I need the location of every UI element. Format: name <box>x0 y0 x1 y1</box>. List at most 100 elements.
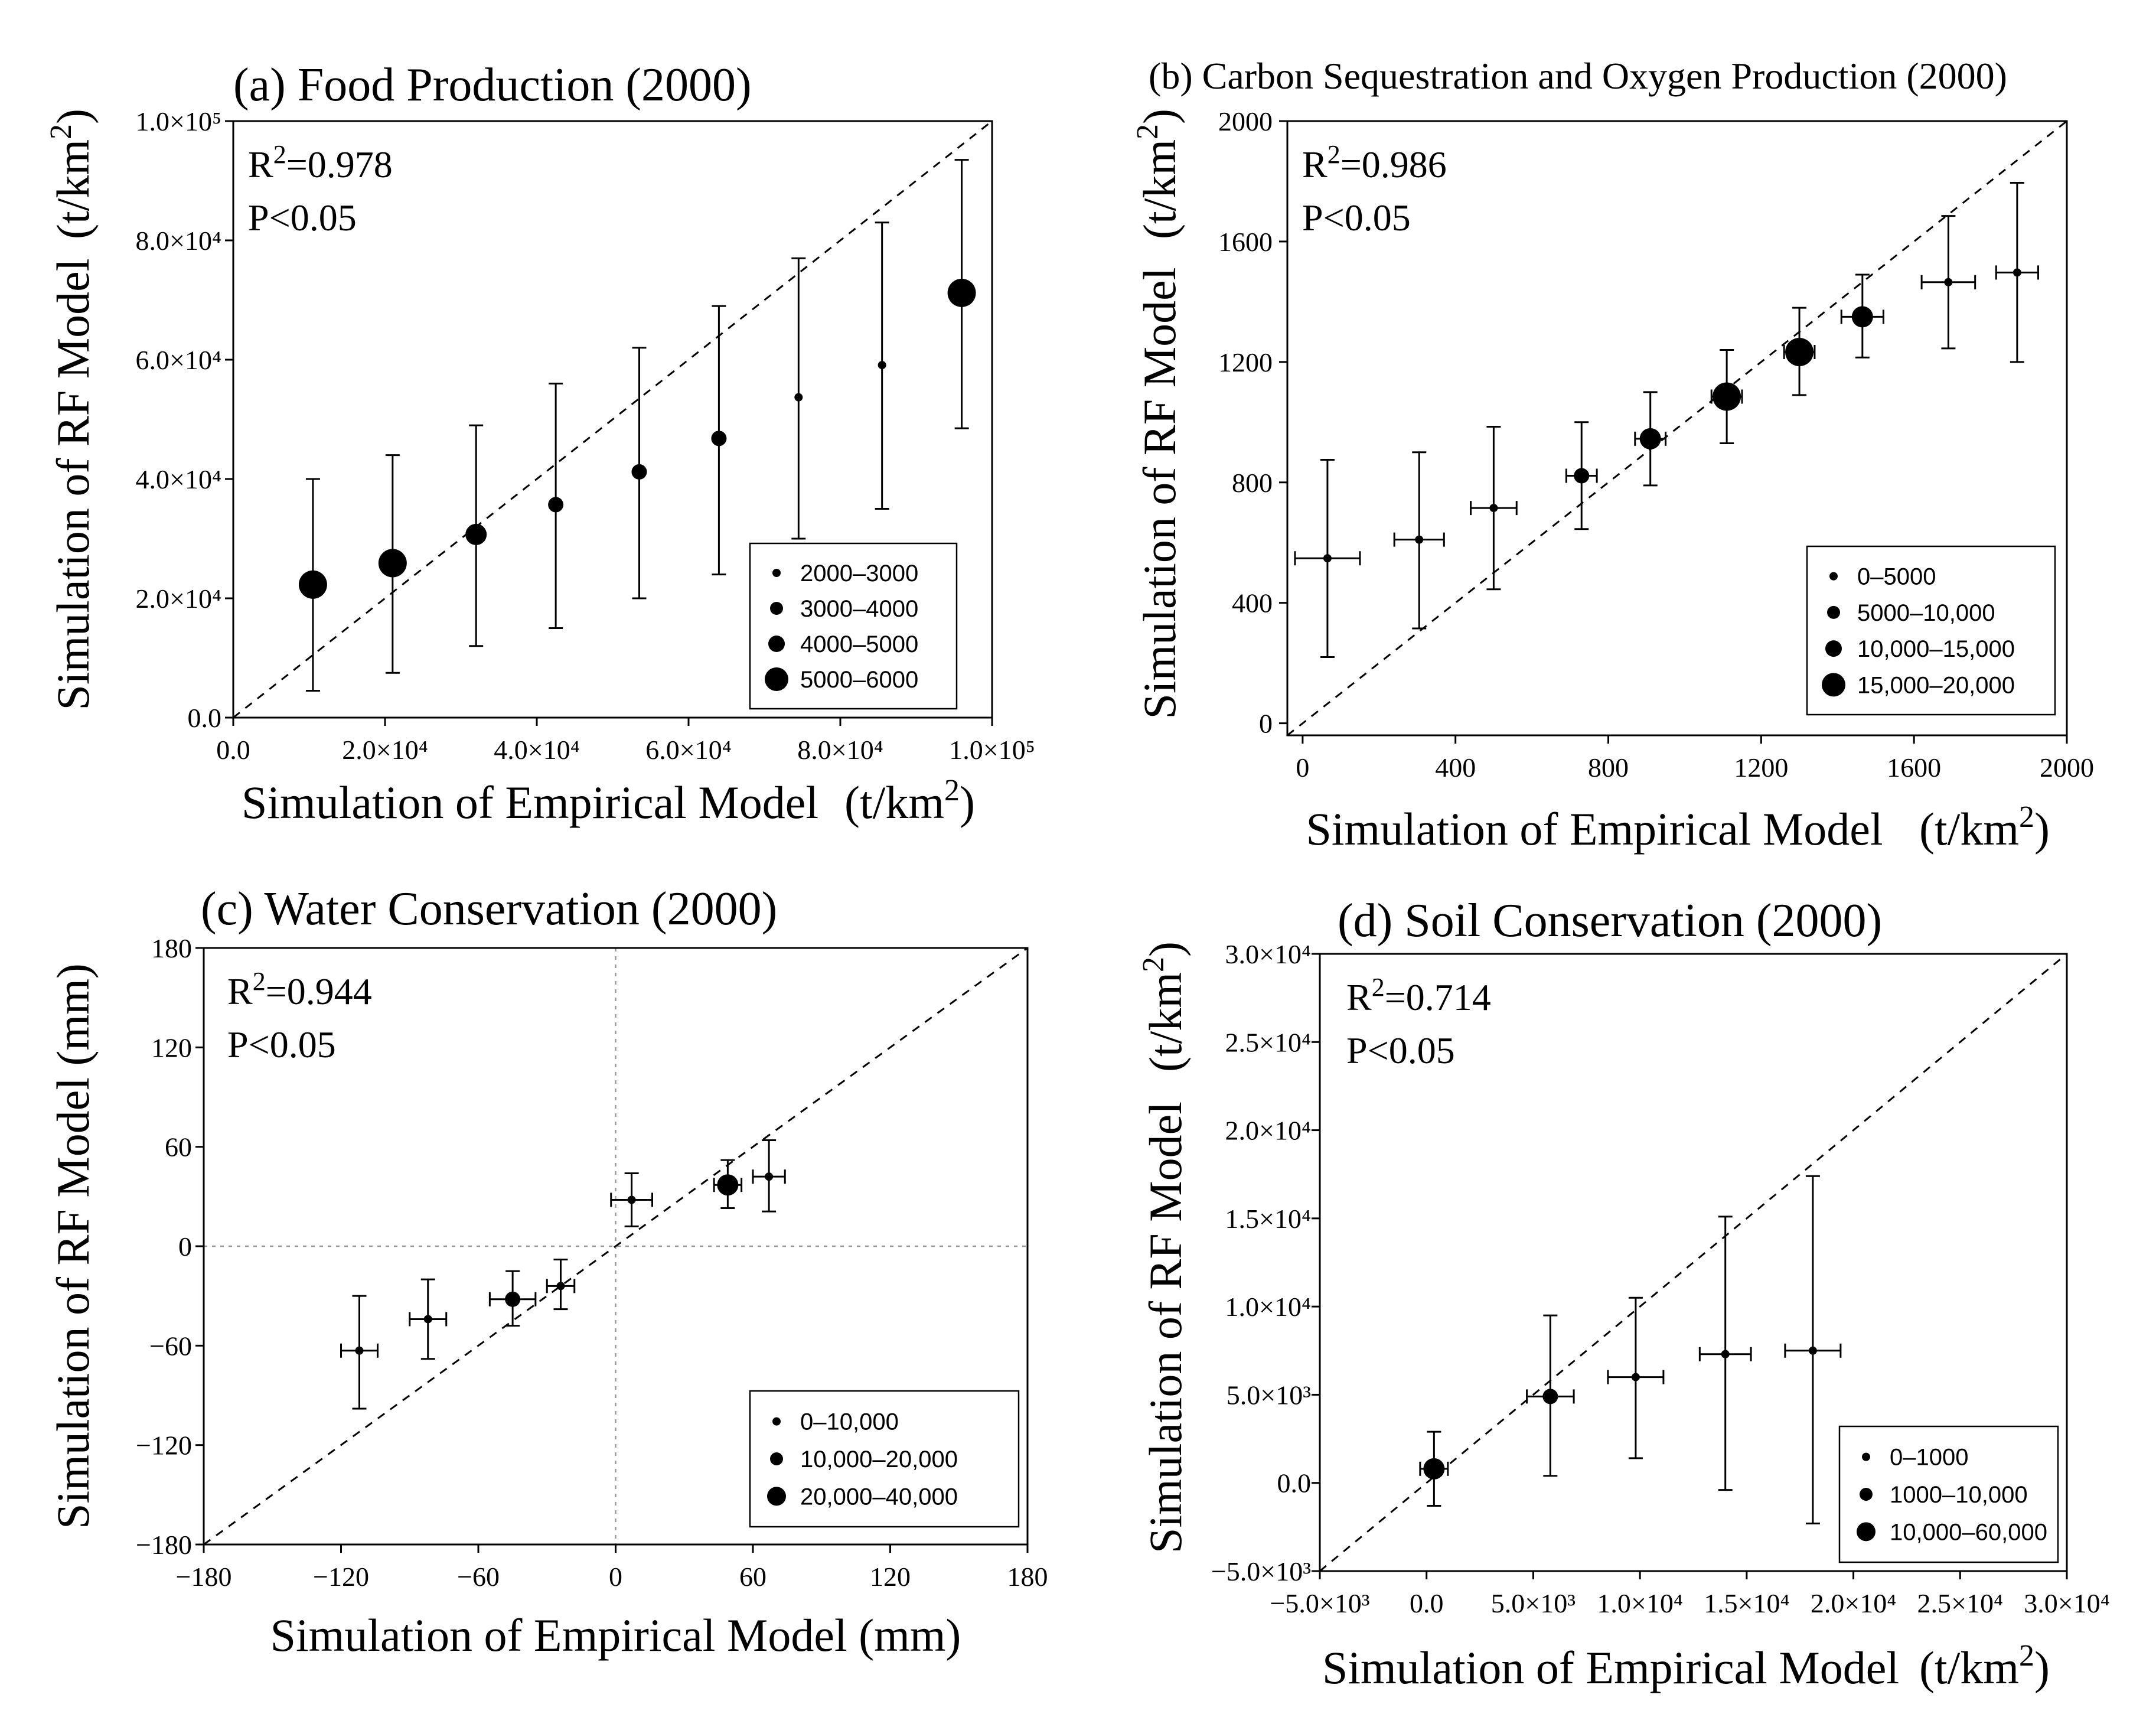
y-axis-unit-base: (t/km <box>1134 139 1185 239</box>
legend: 0–10,000 10,000–20,000 20,000–40,000 <box>749 1390 1020 1528</box>
data-point <box>878 361 886 370</box>
data-point-group <box>409 1278 448 1360</box>
y-tick-label: 120 <box>151 1032 192 1063</box>
data-point <box>627 1195 636 1204</box>
r-squared-value: =0.714 <box>1385 976 1491 1018</box>
y-tick-label: 1200 <box>1218 347 1273 377</box>
data-point <box>355 1346 364 1355</box>
data-point <box>1415 535 1424 544</box>
data-point <box>1574 468 1590 484</box>
legend-label: 20,000–40,000 <box>800 1484 958 1510</box>
data-point <box>711 431 727 447</box>
x-axis-unit-base: (t/km <box>844 777 944 828</box>
legend-label: 10,000–15,000 <box>1857 636 2015 662</box>
x-tick-label: −180 <box>176 1562 232 1592</box>
x-axis-unit-base: (t/km <box>1919 1642 2019 1693</box>
y-axis-unit-sup: 2 <box>1137 957 1170 972</box>
one-to-one-line <box>203 947 1028 1546</box>
y-tick-label: −5.0×10³ <box>1211 1556 1311 1586</box>
y-axis-title: Simulation of RF Model <box>1140 1102 1191 1553</box>
x-axis-unit: (t/km2) <box>1919 1639 2050 1693</box>
panel-soil-conservation: (d) Soil Conservation (2000) −5.0×10³ 0.0 5… <box>1137 895 2110 1693</box>
y-tick-label: 4.0×10⁴ <box>136 464 221 494</box>
panel-title: (c) Water Conservation (2000) <box>201 883 777 935</box>
data-point <box>1944 278 1953 286</box>
y-axis-unit: (t/km2) <box>44 109 99 239</box>
panel-title: (a) Food Production (2000) <box>233 59 752 111</box>
data-point-group <box>947 159 976 429</box>
legend-label: 0–1000 <box>1890 1445 1968 1471</box>
data-point-group <box>340 1295 379 1410</box>
data-point <box>631 464 647 480</box>
data-point-group <box>298 478 327 692</box>
x-tick-label: 2.0×10⁴ <box>1811 1588 1896 1618</box>
r-squared-exponent: 2 <box>1372 973 1385 1002</box>
x-axis-unit-end: ) <box>2034 803 2050 855</box>
legend-label: 4000–5000 <box>800 631 918 657</box>
data-point <box>465 523 487 545</box>
x-axis-unit-sup: 2 <box>2019 1639 2034 1673</box>
one-to-one-line <box>233 120 993 719</box>
y-tick-label: 0 <box>1259 709 1273 739</box>
y-tick-label: 0.0 <box>188 703 222 733</box>
r-squared-value: =0.986 <box>1340 144 1447 185</box>
x-tick-label: 1.0×10⁴ <box>1597 1588 1682 1618</box>
plot-frame <box>1319 953 2068 1572</box>
x-axis-unit-sup: 2 <box>2019 800 2034 834</box>
legend-label: 5000–6000 <box>800 667 918 693</box>
data-point-group <box>1698 1216 1752 1491</box>
data-point <box>505 1291 521 1307</box>
r-squared-symbol: R <box>248 144 273 185</box>
panel-title: (b) Carbon Sequestration and Oxygen Prod… <box>1149 55 2007 97</box>
legend-marker <box>768 636 785 652</box>
data-point-group <box>875 221 889 510</box>
data-point-group <box>546 1258 576 1311</box>
data-point <box>1721 1350 1730 1358</box>
y-axis-unit: (t/km2) <box>1131 109 1185 239</box>
data-point <box>1851 306 1873 328</box>
p-value-text: P<0.05 <box>248 197 357 239</box>
x-tick-label: 5.0×10³ <box>1491 1588 1576 1618</box>
data-point-group <box>488 1270 537 1327</box>
legend-box <box>1838 1425 2059 1563</box>
x-axis-unit-end: ) <box>960 777 975 828</box>
y-tick-label: 60 <box>165 1132 192 1162</box>
data-point-group <box>1565 421 1598 530</box>
data-point <box>717 1174 739 1196</box>
data-point <box>1639 428 1661 449</box>
y-tick-label: 1.5×10⁴ <box>1225 1204 1311 1234</box>
y-tick-label: −120 <box>136 1431 192 1461</box>
data-point <box>378 549 407 578</box>
x-tick-label: 800 <box>1588 752 1629 783</box>
y-tick-label: 400 <box>1232 588 1273 618</box>
legend-box <box>1806 545 2056 716</box>
x-tick-label: 4.0×10⁴ <box>494 735 579 765</box>
r-squared-text: R2=0.944 <box>227 967 372 1012</box>
y-axis-unit-base: (t/km <box>1140 972 1191 1072</box>
data-point-group <box>1607 1296 1665 1459</box>
x-tick-label: 0 <box>1296 752 1309 783</box>
data-point <box>1423 1458 1445 1480</box>
y-tick-label: 2000 <box>1218 106 1273 136</box>
data-point-group <box>465 424 487 647</box>
r-squared-value: =0.978 <box>286 144 393 185</box>
legend-marker <box>770 602 783 615</box>
y-axis-title: Simulation of RF Model <box>47 259 99 711</box>
y-axis-unit-sup: 2 <box>44 124 78 139</box>
x-tick-label: 8.0×10⁴ <box>797 735 883 765</box>
data-point-group <box>713 1159 743 1209</box>
data-point-group <box>1294 459 1361 658</box>
data-point <box>423 1315 432 1324</box>
panel-carbon-sequestration: (b) Carbon Sequestration and Oxygen Prod… <box>1131 55 2094 855</box>
data-point-group <box>1634 391 1667 487</box>
data-point-group <box>631 347 647 599</box>
x-axis-unit: (t/km2) <box>844 774 975 828</box>
one-to-one-line <box>1287 120 2067 737</box>
x-tick-label: −120 <box>313 1562 369 1592</box>
y-tick-label: 800 <box>1232 468 1273 498</box>
panel-food-production: (a) Food Production (2000) 0.0 2.0×10⁴ 4.0×… <box>44 59 1035 828</box>
x-tick-label: 180 <box>1007 1562 1048 1592</box>
y-axis-unit-end: ) <box>47 109 99 124</box>
y-tick-label: 3.0×10⁴ <box>1225 939 1311 969</box>
y-axis-unit-end: ) <box>1134 109 1185 124</box>
